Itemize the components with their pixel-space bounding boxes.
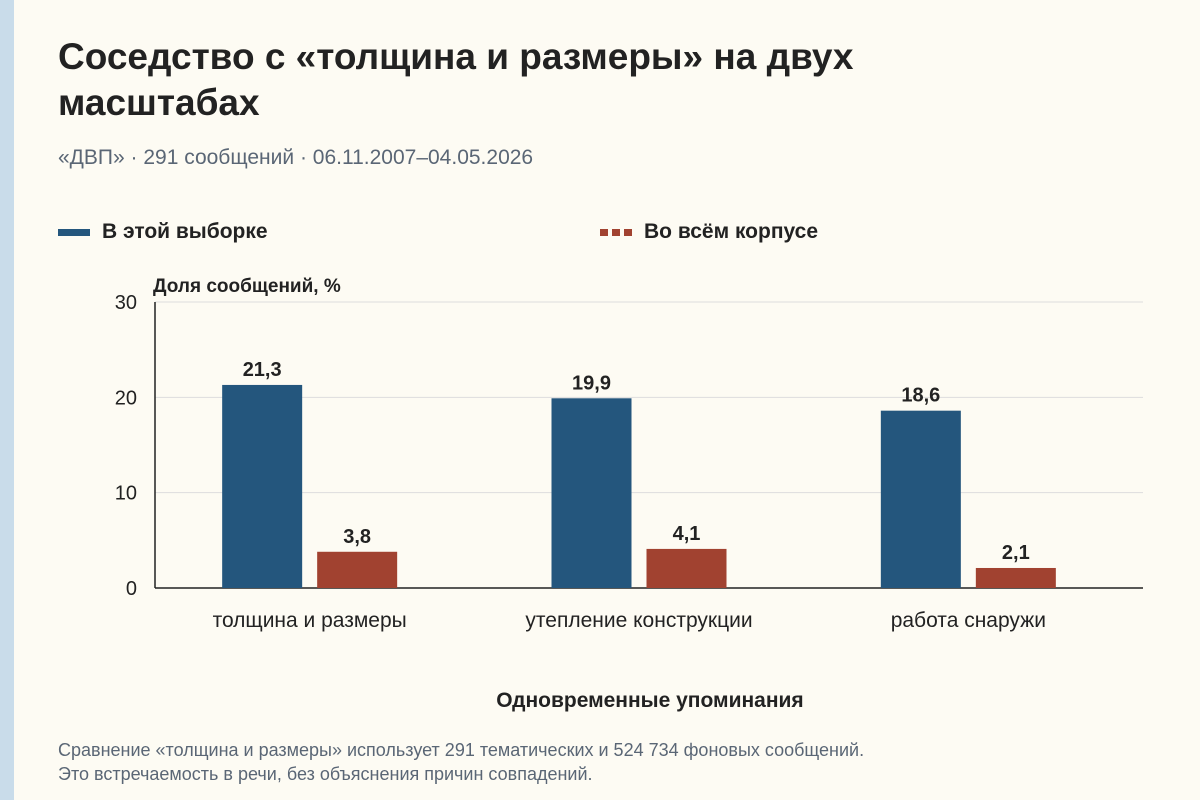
footnote-line-2: Это встречаемость в речи, без объяснения… bbox=[58, 764, 593, 784]
bar-chart: 0 10 20 30 Доля сообщений, % 21,3 3,8 толщина и… bbox=[115, 276, 1143, 712]
chart-subtitle: «ДВП» · 291 сообщений · 06.11.2007–04.05… bbox=[58, 146, 534, 169]
legend-label-corpus: Во всём корпусе bbox=[644, 220, 819, 243]
legend-label-sample: В этой выборке bbox=[102, 220, 268, 243]
x-tick-label: утепление конструкции bbox=[525, 609, 752, 632]
bar-corpus bbox=[646, 548, 727, 588]
bar-sample bbox=[880, 410, 961, 588]
y-tick-label: 30 bbox=[115, 292, 137, 314]
y-tick-label: 10 bbox=[115, 483, 137, 505]
left-accent-stripe bbox=[0, 0, 14, 800]
legend-item-corpus: Во всём корпусе bbox=[600, 220, 818, 244]
chart-title: Соседство с «толщина и размеры» на двух … bbox=[58, 36, 854, 123]
bar-corpus bbox=[317, 551, 398, 588]
legend-swatch-sample bbox=[58, 228, 90, 236]
bar-value-label: 21,3 bbox=[243, 359, 282, 381]
bar-value-label: 3,8 bbox=[343, 526, 371, 548]
bar-value-label: 18,6 bbox=[901, 385, 940, 407]
bar-value-label: 4,1 bbox=[673, 523, 701, 545]
bar-value-label: 19,9 bbox=[572, 372, 611, 394]
bar-sample bbox=[551, 398, 632, 588]
footnote-line-1: Сравнение «толщина и размеры» использует… bbox=[58, 740, 865, 760]
x-tick-label: работа снаружи bbox=[891, 609, 1046, 632]
bar-corpus bbox=[975, 567, 1056, 588]
legend-swatch-corpus bbox=[600, 228, 632, 236]
y-axis-label: Доля сообщений, % bbox=[153, 276, 341, 297]
x-axis-label: Одновременные упоминания bbox=[496, 689, 803, 712]
y-tick-label: 0 bbox=[126, 578, 137, 600]
footnote: Сравнение «толщина и размеры» использует… bbox=[58, 738, 864, 786]
y-tick-label: 20 bbox=[115, 387, 137, 409]
bar-value-label: 2,1 bbox=[1002, 542, 1030, 564]
x-tick-label: толщина и размеры bbox=[213, 609, 407, 632]
legend-item-sample: В этой выборке bbox=[58, 220, 268, 244]
bar-sample bbox=[222, 384, 303, 588]
